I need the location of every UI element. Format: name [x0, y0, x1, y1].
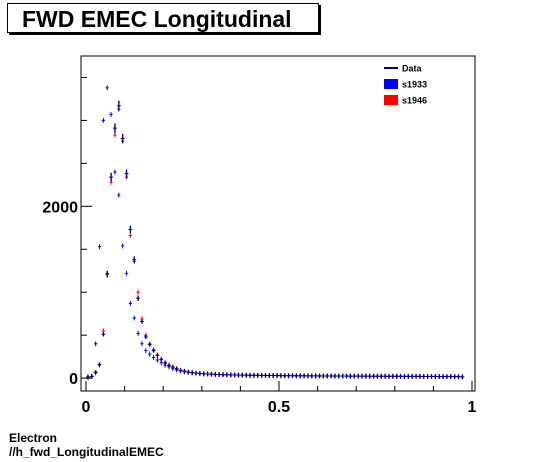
x-tick-label: 0.5	[268, 399, 290, 416]
legend-label-data: Data	[402, 64, 423, 74]
legend-label-s1946: s1946	[402, 96, 427, 106]
footer-particle-label: Electron	[9, 431, 58, 445]
series-s1946	[86, 106, 464, 380]
legend-swatch-s1946	[384, 95, 398, 105]
y-tick-label: 0	[69, 371, 78, 388]
series-s1933	[86, 85, 464, 380]
y-tick-label: 2000	[42, 199, 78, 216]
legend-swatch-s1933	[384, 79, 398, 89]
legend: Data s1933 s1946	[384, 64, 427, 106]
plot-frame	[80, 55, 476, 392]
x-tick-label: 0	[82, 399, 91, 416]
footer-histogram-path: //h_fwd_LongitudinalEMEC	[9, 445, 164, 459]
chart-title: FWD EMEC Longitudinal	[7, 3, 319, 33]
legend-label-s1933: s1933	[402, 80, 427, 90]
axes-group: 0 0.5 1 0 2000	[42, 76, 477, 416]
series-group	[86, 85, 465, 380]
x-tick-label: 1	[468, 399, 477, 416]
series-data	[86, 100, 465, 380]
